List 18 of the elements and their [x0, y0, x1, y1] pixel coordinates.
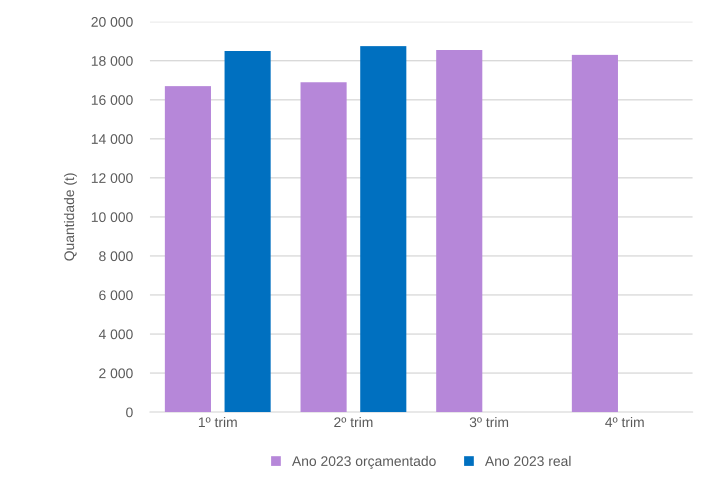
y-tick-label: 0	[126, 407, 133, 418]
x-tick-label: 4º trim	[605, 416, 644, 428]
x-tick-label: 3º trim	[470, 416, 508, 428]
y-axis-title: Quantidade (t)	[64, 173, 77, 261]
y-tick-label: 6 000	[99, 290, 133, 300]
x-tick-label: 2º trim	[334, 416, 372, 428]
y-tick-label: 4 000	[98, 329, 133, 340]
y-tick-label: 2 000	[99, 368, 133, 378]
y-tick-label: 16 000	[92, 95, 133, 105]
y-tick-label: 14 000	[92, 134, 133, 144]
y-tick-label: 8 000	[99, 251, 133, 262]
y-tick-label: 10 000	[92, 212, 133, 222]
y-tick-label: 18 000	[92, 56, 133, 66]
x-tick-label: 1º trim	[198, 416, 237, 428]
y-tick-label: 12 000	[92, 173, 133, 184]
y-tick-label: 20 000	[91, 17, 133, 27]
legend-label: Ano 2023 real	[484, 456, 570, 466]
legend-label: Ano 2023 orçamentado	[292, 456, 436, 469]
